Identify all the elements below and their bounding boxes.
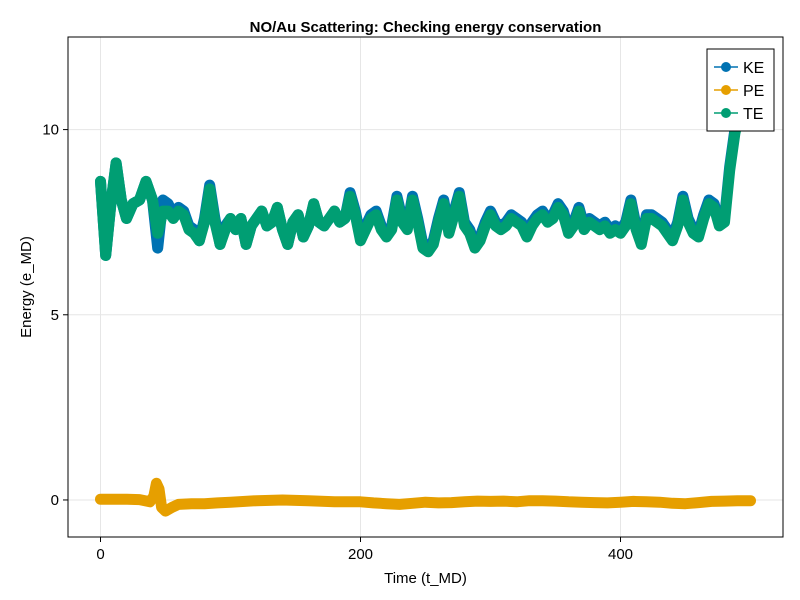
plot-frame	[67, 36, 784, 538]
y-axis-label: Energy (e_MD)	[18, 236, 35, 338]
legend-marker-pe	[721, 85, 731, 95]
y-tick-label: 5	[51, 307, 59, 324]
y-tick-label: 0	[51, 492, 59, 509]
series-line-pe	[95, 477, 756, 517]
legend-marker-te	[721, 108, 731, 118]
legend-marker-ke	[721, 62, 731, 72]
chart-title: NO/Au Scattering: Checking energy conser…	[250, 19, 602, 36]
legend: KE PE TE	[706, 48, 775, 132]
x-tick-label: 400	[608, 546, 633, 563]
axis-ticks: 0 200 400 0 5 10	[42, 122, 633, 563]
x-axis-label: Time (t_MD)	[384, 570, 467, 587]
series-lines	[95, 68, 756, 517]
y-tick-label: 10	[42, 122, 59, 139]
legend-label-te: TE	[743, 106, 763, 123]
legend-label-ke: KE	[743, 60, 764, 77]
x-tick-label: 200	[348, 546, 373, 563]
x-tick-label: 0	[96, 546, 104, 563]
legend-label-pe: PE	[743, 83, 764, 100]
series-line-te	[95, 72, 756, 261]
